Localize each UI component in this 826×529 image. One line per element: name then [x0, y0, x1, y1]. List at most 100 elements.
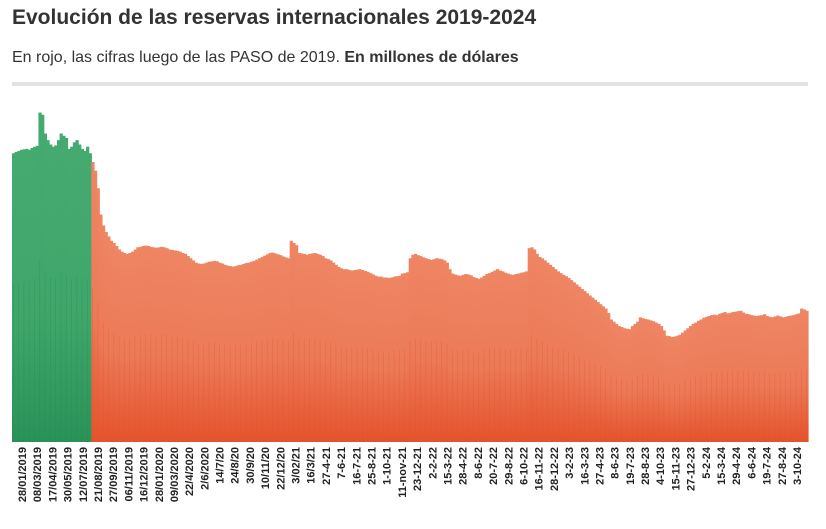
area-bar: [390, 277, 394, 442]
area-bar: [173, 250, 177, 443]
area-bar: [252, 260, 256, 443]
x-tick-label: 19-7-23: [625, 447, 637, 485]
area-bar: [178, 251, 182, 442]
area-bar: [495, 269, 500, 442]
x-tick-label: 25-8-21: [367, 447, 379, 485]
area-bar: [726, 313, 730, 443]
area-bar: [718, 313, 722, 442]
area-bar: [651, 321, 656, 442]
area-bar: [747, 314, 751, 442]
area-bar: [376, 276, 381, 443]
area-bar: [432, 259, 436, 443]
area-bar: [556, 271, 561, 443]
x-tick-label: 21/08/2019: [93, 447, 105, 502]
area-bar: [535, 253, 539, 443]
area-bar: [398, 275, 402, 442]
area-bar: [284, 257, 288, 443]
area-bar: [691, 323, 695, 443]
area-bar: [797, 313, 801, 443]
area-bar: [736, 311, 740, 442]
area-bar: [485, 274, 489, 442]
area-bar: [231, 266, 235, 442]
area-bar: [273, 253, 278, 442]
area-bar: [448, 269, 452, 442]
area-bar: [12, 153, 16, 442]
area-bar: [519, 272, 523, 442]
x-tick-label: 29-4-24: [731, 446, 743, 485]
area-bar: [781, 317, 785, 442]
area-bar: [112, 242, 116, 442]
subtitle-units: En millones de dólares: [344, 49, 519, 66]
area-bar: [607, 312, 611, 442]
area-bar: [749, 315, 754, 443]
x-tick-label: 5-2-24: [701, 446, 713, 479]
area-bar: [728, 312, 732, 442]
area-bar: [281, 256, 285, 442]
area-bars: [12, 112, 809, 443]
area-bar: [776, 315, 780, 442]
area-bar: [302, 253, 307, 443]
area-bar: [144, 245, 148, 442]
area-bar: [194, 262, 198, 443]
area-bar: [152, 247, 156, 442]
area-bar: [168, 249, 172, 442]
area-bar: [501, 271, 505, 443]
area-bar: [710, 315, 714, 443]
area-bar: [755, 316, 759, 442]
area-bar: [329, 260, 333, 442]
area-bar: [778, 316, 783, 442]
x-tick-label: 17/04/2019: [47, 447, 59, 502]
area-bar: [25, 148, 29, 443]
area-bar: [538, 256, 542, 442]
x-tick-label: 6-10-22: [519, 447, 531, 485]
area-bar: [752, 315, 756, 442]
area-bar: [503, 272, 508, 442]
area-bar: [686, 328, 690, 442]
area-bar: [199, 263, 203, 442]
area-bar: [482, 275, 486, 442]
area-bar: [490, 271, 494, 442]
area-bar: [170, 249, 174, 442]
x-tick-label: 16-3-23: [579, 447, 591, 485]
area-bar: [472, 277, 476, 442]
area-bar: [715, 315, 719, 443]
area-bar: [757, 315, 761, 442]
area-bar: [313, 253, 317, 442]
area-bar: [80, 148, 84, 443]
x-tick-label: 11-nov-21: [397, 447, 409, 498]
area-bar: [22, 149, 26, 442]
area-bar: [27, 149, 32, 442]
area-bar: [83, 151, 87, 442]
area-bar: [591, 297, 595, 443]
area-bar: [324, 258, 328, 442]
area-bar: [70, 146, 74, 442]
area-bar: [649, 320, 653, 443]
area-bar: [678, 334, 682, 442]
area-bar: [421, 257, 426, 443]
x-tick-label: 09/03/2020: [169, 447, 181, 502]
area-bar: [689, 326, 693, 442]
area-bar: [673, 336, 677, 442]
area-bar: [316, 253, 320, 443]
area-bar: [358, 269, 362, 442]
area-bar: [654, 322, 658, 442]
area-bar: [392, 276, 397, 443]
x-tick-label: 16-11-22: [534, 447, 546, 490]
x-tick-label: 15-11-23: [670, 447, 682, 490]
area-bar: [271, 252, 275, 442]
area-bar: [400, 273, 404, 442]
area-bar: [109, 240, 114, 442]
area-bar: [154, 247, 159, 442]
area-bar: [308, 253, 312, 443]
area-bar: [350, 270, 354, 442]
area-bar: [276, 254, 280, 442]
x-tick-label: 06/11/2019: [123, 447, 135, 501]
area-bar: [733, 311, 738, 443]
area-bar: [567, 277, 571, 442]
area-bar: [202, 263, 206, 442]
area-bar: [366, 271, 370, 442]
area-bar: [604, 308, 608, 442]
area-bar: [183, 253, 188, 443]
area-bar: [67, 148, 71, 443]
